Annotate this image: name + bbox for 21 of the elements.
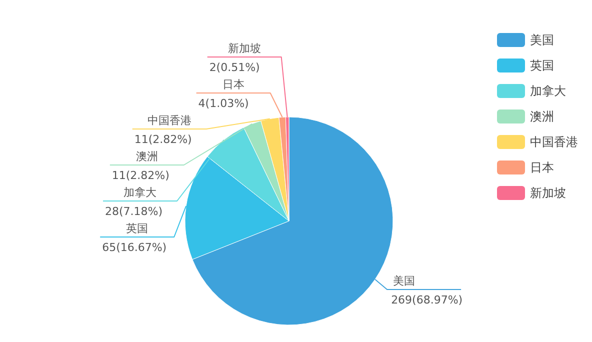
slice-label: 美国 (393, 274, 416, 288)
slice-label: 新加坡 (228, 42, 261, 55)
legend-label: 日本 (530, 160, 554, 174)
data-label: 65(16.67%) (102, 241, 167, 254)
data-label: 2(0.51%) (209, 61, 260, 74)
slice-label: 澳洲 (136, 150, 158, 163)
slice-label: 英国 (126, 222, 148, 235)
slice-label: 加拿大 (124, 186, 157, 199)
legend-label: 英国 (530, 58, 554, 72)
legend-label: 美国 (530, 33, 554, 47)
legend-label: 中国香港 (530, 135, 578, 149)
data-label: 269(68.97%) (391, 293, 463, 306)
legend-label: 加拿大 (530, 84, 566, 98)
legend-label: 新加坡 (530, 186, 566, 200)
slice-label: 日本 (222, 78, 244, 91)
data-label: 11(2.82%) (112, 169, 170, 182)
legend-label: 澳洲 (530, 110, 554, 124)
data-label: 28(7.18%) (105, 205, 163, 218)
data-label: 11(2.82%) (134, 133, 192, 146)
slice-label: 中国香港 (147, 114, 192, 127)
data-label: 4(1.03%) (198, 97, 249, 110)
